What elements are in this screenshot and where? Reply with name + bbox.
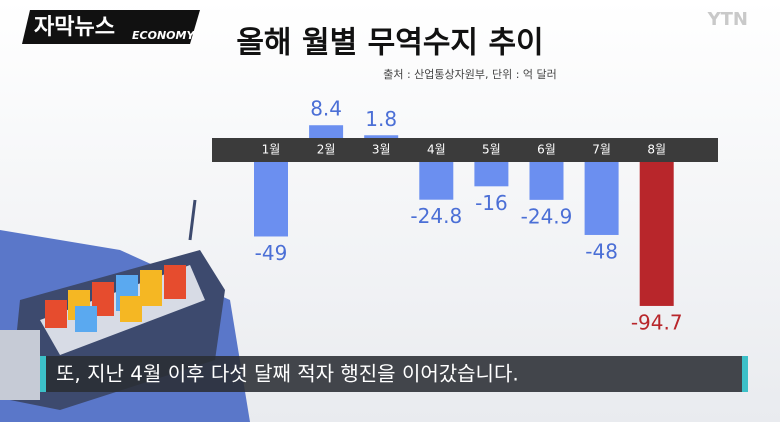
x-tick-label: 6월 xyxy=(537,143,556,157)
value-label: -16 xyxy=(475,191,508,215)
value-label: -24.9 xyxy=(521,204,573,228)
caption-accent xyxy=(742,356,748,392)
bar xyxy=(529,162,564,200)
bar xyxy=(309,125,344,138)
bar xyxy=(474,162,509,187)
logo: 자막뉴스 ECONOMY xyxy=(22,10,200,44)
bar xyxy=(364,135,399,138)
value-label: 1.8 xyxy=(365,107,397,131)
caption-bar xyxy=(40,356,748,392)
bar xyxy=(584,162,619,235)
value-label: -49 xyxy=(255,241,288,265)
value-label: -94.7 xyxy=(631,310,683,334)
chart-title: 올해 월별 무역수지 추이 xyxy=(236,26,543,61)
x-tick-label: 4월 xyxy=(427,143,446,157)
channel-logo: YTN xyxy=(707,9,748,30)
x-tick-label: 8월 xyxy=(647,143,666,157)
value-label: -24.8 xyxy=(410,204,462,228)
value-label: 8.4 xyxy=(310,97,342,121)
bar xyxy=(639,162,674,306)
x-tick-label: 2월 xyxy=(317,143,336,157)
bar xyxy=(254,162,288,237)
caption-accent xyxy=(40,356,46,392)
x-tick-label: 7월 xyxy=(592,143,611,157)
logo-title: 자막뉴스 xyxy=(34,15,115,40)
x-tick-label: 3월 xyxy=(372,143,391,157)
category-band xyxy=(212,138,718,162)
logo-tag: ECONOMY xyxy=(132,29,195,42)
value-label: -48 xyxy=(585,239,618,263)
plot: 1월 -49 2월 8.4 3월 1.8 4월 -24.8 5월 -16 6월 -24.9 7월 -48 8… xyxy=(254,97,683,334)
chart-subtitle: 출처 : 산업통상자원부, 단위 : 억 달러 xyxy=(383,68,557,81)
x-tick-label: 5월 xyxy=(482,143,501,157)
bar xyxy=(419,162,454,200)
caption: 또, 지난 4월 이후 다섯 달째 적자 행진을 이어갔습니다. xyxy=(56,362,519,386)
x-tick-label: 1월 xyxy=(262,143,281,157)
